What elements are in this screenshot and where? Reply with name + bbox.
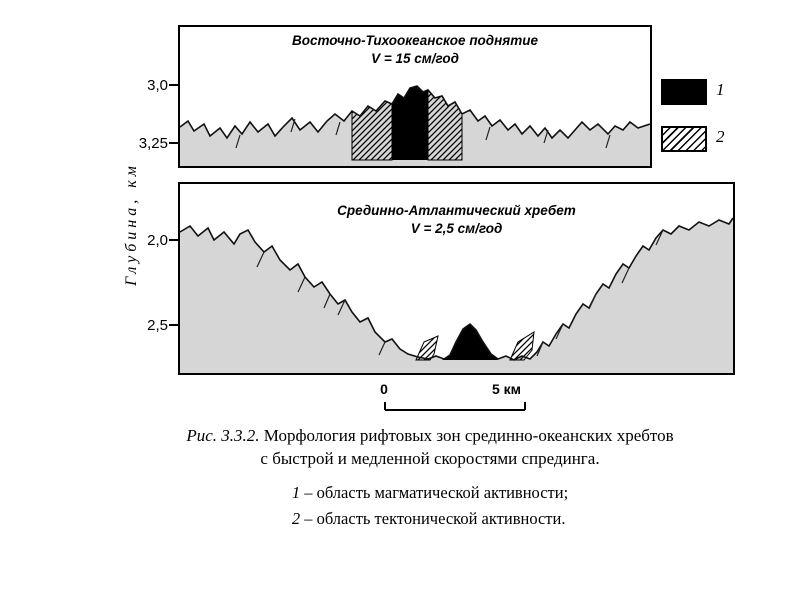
scale-end-label: 5 км bbox=[492, 381, 522, 397]
tectonic-zone-right bbox=[509, 331, 535, 361]
caption-fig-label: Рис. 3.3.2. bbox=[186, 426, 260, 445]
legend-swatch-tectonic bbox=[661, 126, 707, 152]
caption-line-1: Рис. 3.3.2. Морфология рифтовых зон сред… bbox=[40, 424, 800, 447]
caption-note-1: 1 – область магматической активности; bbox=[292, 480, 568, 506]
caption-note-2-text: – область тектонической активности. bbox=[304, 509, 566, 528]
depth-tick-mark bbox=[169, 239, 178, 241]
depth-tick-mark bbox=[169, 84, 178, 86]
legend-label-2: 2 bbox=[716, 127, 725, 146]
caption-text-1: Морфология рифтовых зон срединно-океанск… bbox=[263, 426, 674, 445]
caption-line-2: с быстрой и медленной скоростями спредин… bbox=[260, 449, 600, 468]
depth-tick-mark bbox=[169, 324, 178, 326]
terrain-profile-line bbox=[180, 217, 733, 361]
caption-note-1-num: 1 bbox=[291, 483, 301, 502]
depth-tick-label-2-5: 2,5 bbox=[147, 317, 168, 334]
depth-tick-label-3-25: 3,25 bbox=[138, 135, 168, 152]
depth-tick-label-3-0: 3,0 bbox=[147, 77, 168, 94]
scale-start-label: 0 bbox=[380, 381, 388, 397]
panel-title-text: Восточно-Тихоокеанское поднятие bbox=[291, 33, 539, 48]
panel-title-mid-atlantic: Срединно-Атлантический хребет V = 2,5 см… bbox=[180, 202, 733, 238]
east-pacific-profile-svg bbox=[180, 85, 650, 166]
y-axis-label: Глубина, км bbox=[123, 162, 140, 286]
mid-atlantic-profile-svg bbox=[180, 217, 733, 373]
panel-title-east-pacific: Восточно-Тихоокеанское поднятие V = 15 с… bbox=[180, 32, 650, 68]
tectonic-zone-left bbox=[415, 335, 439, 361]
panel-speed-text: V = 2,5 см/год bbox=[410, 221, 503, 237]
panel-east-pacific-rise: Восточно-Тихоокеанское поднятие V = 15 с… bbox=[178, 25, 652, 168]
magmatic-zone bbox=[442, 324, 498, 360]
caption-note-2-num: 2 bbox=[291, 509, 301, 528]
terrain-profile-line bbox=[180, 85, 650, 140]
depth-tick-mark bbox=[169, 142, 178, 144]
caption-note-1-text: – область магматической активности; bbox=[304, 483, 569, 502]
tectonic-zone-left bbox=[351, 100, 393, 161]
panel-mid-atlantic-ridge: Срединно-Атлантический хребет V = 2,5 см… bbox=[178, 182, 735, 375]
depth-tick-label-2-0: 2,0 bbox=[147, 232, 168, 249]
legend-label-1: 1 bbox=[716, 80, 725, 99]
terrain-fill bbox=[180, 218, 733, 373]
fault-lines bbox=[256, 229, 664, 357]
figure-caption: Рис. 3.3.2. Морфология рифтовых зон сред… bbox=[40, 424, 800, 470]
panel-speed-text: V = 15 см/год bbox=[371, 51, 459, 67]
fault-lines bbox=[235, 118, 611, 149]
caption-note-2: 2 – область тектонической активности. bbox=[292, 506, 568, 532]
magmatic-zone bbox=[392, 86, 428, 160]
legend-swatch-magmatic bbox=[661, 79, 707, 105]
scale-bar bbox=[384, 402, 526, 411]
caption-notes: 1 – область магматической активности; 2 … bbox=[40, 480, 800, 532]
panel-title-text: Срединно-Атлантический хребет bbox=[337, 203, 576, 218]
